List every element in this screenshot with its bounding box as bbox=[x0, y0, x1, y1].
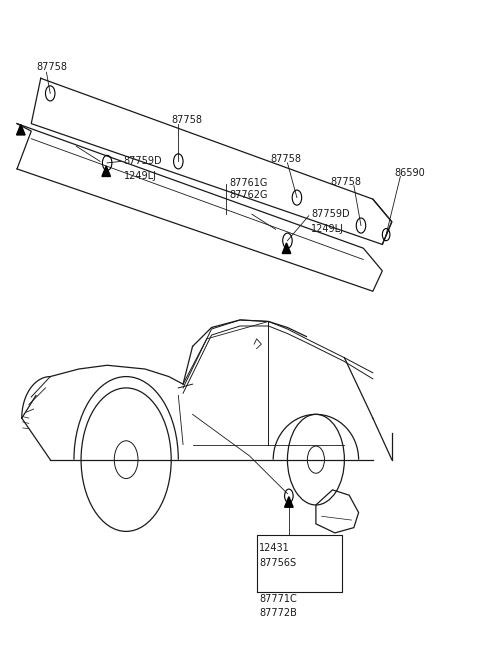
Polygon shape bbox=[285, 496, 293, 507]
Text: 87771C: 87771C bbox=[259, 594, 297, 605]
Text: 87759D: 87759D bbox=[311, 209, 350, 219]
Text: 87772B: 87772B bbox=[259, 608, 297, 618]
Text: 1249LJ: 1249LJ bbox=[311, 224, 344, 234]
Text: 87758: 87758 bbox=[171, 115, 202, 125]
Text: 1249LJ: 1249LJ bbox=[124, 172, 157, 181]
Polygon shape bbox=[16, 124, 25, 135]
Text: 87762G: 87762G bbox=[229, 191, 268, 200]
Text: 87759D: 87759D bbox=[124, 157, 162, 166]
Text: 87756S: 87756S bbox=[259, 558, 296, 568]
Text: 12431: 12431 bbox=[259, 543, 290, 553]
Text: 87758: 87758 bbox=[36, 62, 67, 72]
Text: 87758: 87758 bbox=[330, 177, 361, 187]
Polygon shape bbox=[102, 166, 110, 176]
Text: 87758: 87758 bbox=[271, 154, 302, 164]
Text: 87761G: 87761G bbox=[229, 178, 268, 187]
Polygon shape bbox=[282, 243, 291, 253]
Text: 86590: 86590 bbox=[394, 168, 425, 178]
